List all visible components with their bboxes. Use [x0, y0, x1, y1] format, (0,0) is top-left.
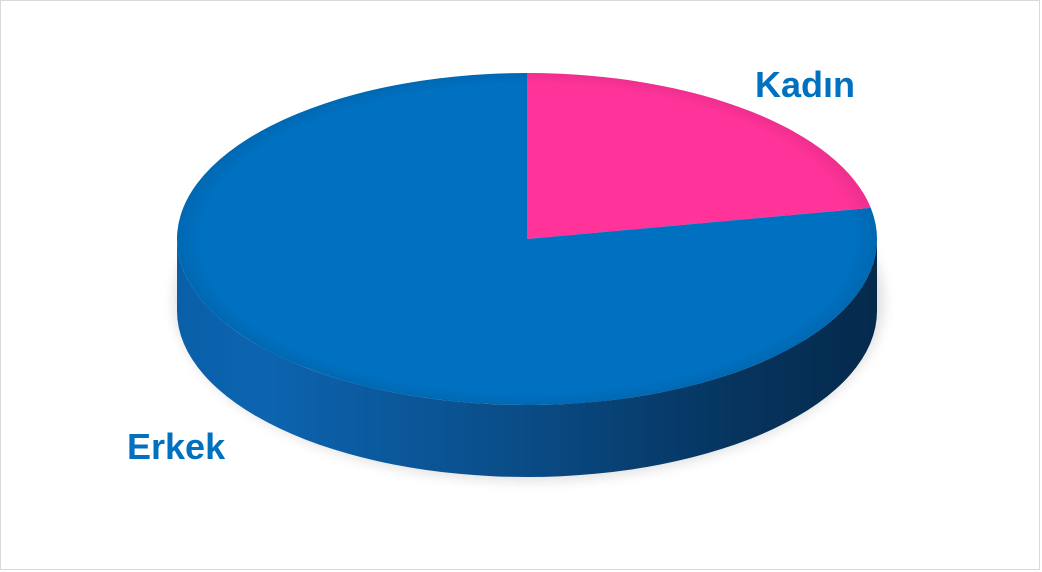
- pie-top: [177, 73, 878, 405]
- pie-top-shading: [177, 73, 877, 405]
- slice-label-erkek: Erkek: [127, 426, 226, 467]
- slice-label-kadin: Kadın: [755, 64, 856, 105]
- pie-side: [177, 239, 877, 477]
- pie-side-wall: [177, 239, 877, 477]
